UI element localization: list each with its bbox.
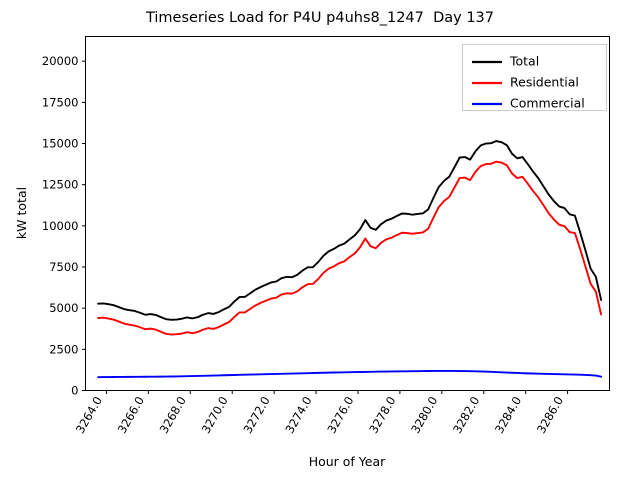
legend-label-residential: Residential bbox=[510, 75, 579, 90]
x-axis-ticks: 3264.0 3266.0 3268.0 3270.0 3272.0 3274.0 3276… bbox=[73, 390, 569, 436]
legend-box bbox=[462, 44, 607, 111]
y-tick-label: 20000 bbox=[42, 54, 79, 68]
x-tick-label: 3264.0 bbox=[73, 394, 105, 436]
x-tick-label: 3286.0 bbox=[534, 394, 566, 436]
series-line-total bbox=[97, 140, 603, 321]
x-tick-label: 3278.0 bbox=[366, 394, 398, 436]
chart-legend: Total Residential Commercial bbox=[462, 44, 607, 111]
x-tick-label: 3272.0 bbox=[240, 394, 272, 436]
y-tick-label: 7500 bbox=[49, 260, 78, 274]
x-tick-label: 3284.0 bbox=[492, 394, 524, 436]
x-tick-label: 3276.0 bbox=[324, 394, 356, 436]
data-series-group bbox=[97, 140, 603, 379]
y-tick-label: 5000 bbox=[49, 301, 78, 315]
y-axis-label: kW total bbox=[14, 187, 29, 239]
x-tick-label: 3266.0 bbox=[115, 394, 147, 436]
series-line-commercial bbox=[97, 369, 603, 379]
legend-label-commercial: Commercial bbox=[510, 96, 585, 111]
y-tick-label: 15000 bbox=[42, 137, 79, 151]
y-tick-label: 12500 bbox=[42, 178, 79, 192]
x-tick-label: 3282.0 bbox=[450, 394, 482, 436]
x-tick-label: 3280.0 bbox=[408, 394, 440, 436]
series-line-residential bbox=[97, 160, 603, 336]
chart-title: Timeseries Load for P4U p4uhs8_1247 Day … bbox=[145, 10, 495, 26]
y-tick-label: 17500 bbox=[42, 95, 79, 109]
x-tick-label: 3270.0 bbox=[199, 394, 231, 436]
legend-label-total: Total bbox=[509, 54, 539, 69]
y-tick-label: 10000 bbox=[42, 219, 79, 233]
legend-entries: Total Residential Commercial bbox=[472, 54, 585, 111]
y-tick-label: 0 bbox=[71, 384, 78, 398]
x-axis-label: Hour of Year bbox=[309, 454, 386, 469]
x-tick-label: 3268.0 bbox=[157, 394, 189, 436]
y-axis-ticks: 0 2500 5000 7500 10000 12500 15000 17500 20000 bbox=[42, 54, 86, 398]
y-tick-label: 2500 bbox=[49, 342, 78, 356]
x-tick-label: 3274.0 bbox=[282, 394, 314, 436]
